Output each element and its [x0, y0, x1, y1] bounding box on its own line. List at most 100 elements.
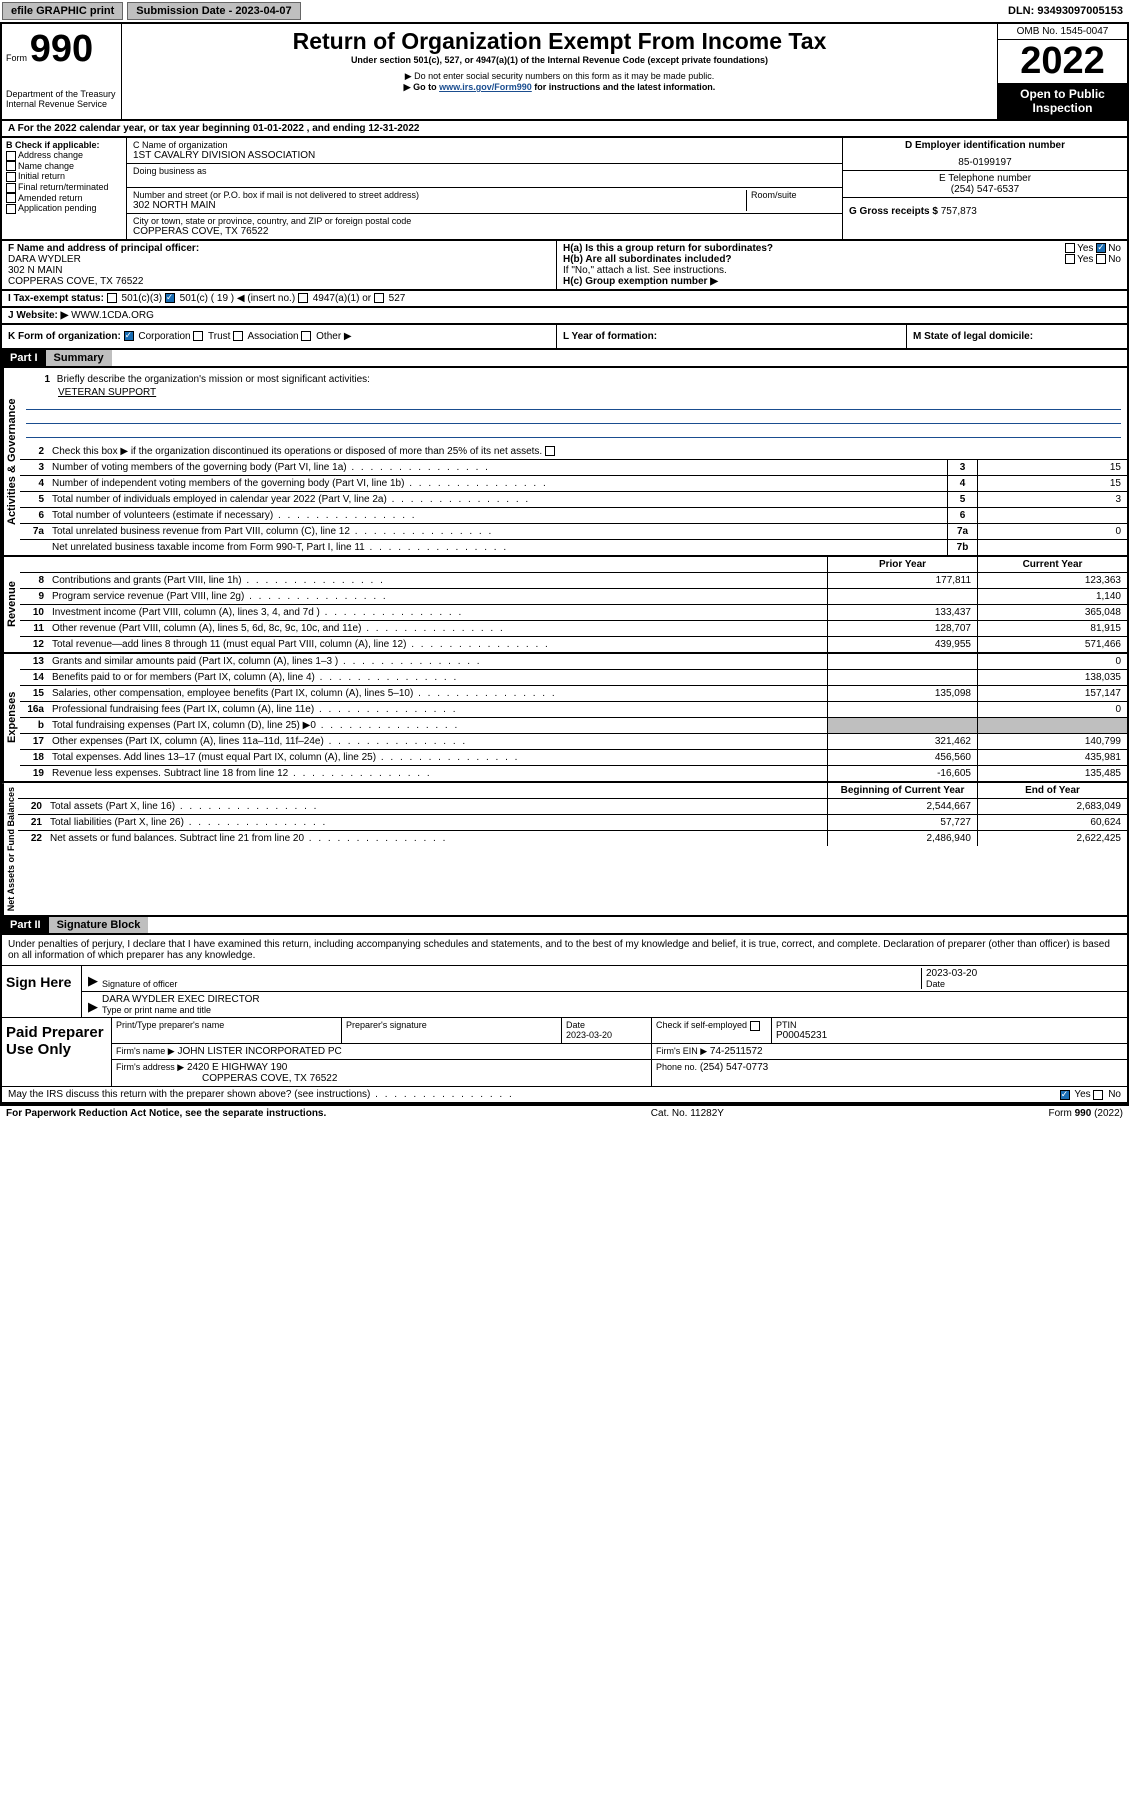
prep-date-label: Date	[566, 1020, 647, 1030]
cb-name-change[interactable]: Name change	[6, 161, 122, 172]
i-4947[interactable]	[298, 293, 308, 303]
i-501c3[interactable]	[107, 293, 117, 303]
arrow-icon: ▶	[88, 999, 102, 1015]
firm-phone-value: (254) 547-0773	[700, 1062, 768, 1073]
beg-year-header: Beginning of Current Year	[827, 783, 977, 798]
hc-label: H(c) Group exemption number ▶	[563, 276, 1121, 287]
summary-line: 6Total number of volunteers (estimate if…	[20, 508, 1127, 524]
c-room-label: Room/suite	[746, 190, 836, 211]
summary-line: 19Revenue less expenses. Subtract line 1…	[20, 766, 1127, 781]
b-label: B Check if applicable:	[6, 140, 122, 150]
k-other[interactable]	[301, 331, 311, 341]
cb-initial-return[interactable]: Initial return	[6, 171, 122, 182]
e-phone-value: (254) 547-6537	[849, 184, 1121, 195]
cb-address-change[interactable]: Address change	[6, 150, 122, 161]
part2-header: Part IISignature Block	[0, 917, 1129, 935]
omb-number: OMB No. 1545-0047	[998, 24, 1127, 40]
discuss-no[interactable]	[1093, 1090, 1103, 1100]
d-ein-label: D Employer identification number	[849, 140, 1121, 151]
row-klm: K Form of organization: Corporation Trus…	[0, 325, 1129, 350]
cb-final-return[interactable]: Final return/terminated	[6, 182, 122, 193]
summary-line: 13Grants and similar amounts paid (Part …	[20, 654, 1127, 670]
summary-line: 5Total number of individuals employed in…	[20, 492, 1127, 508]
firm-name-value: JOHN LISTER INCORPORATED PC	[177, 1046, 341, 1057]
form-subtitle: Under section 501(c), 527, or 4947(a)(1)…	[130, 55, 989, 65]
discuss-row: May the IRS discuss this return with the…	[2, 1086, 1127, 1102]
c-city-label: City or town, state or province, country…	[133, 216, 836, 226]
part1-header: Part ISummary	[0, 350, 1129, 368]
q1-label: Briefly describe the organization's miss…	[57, 374, 370, 385]
prep-check-label: Check if self-employed	[656, 1020, 767, 1031]
c-street-value: 302 NORTH MAIN	[133, 200, 746, 211]
summary-line: 10Investment income (Part VIII, column (…	[20, 605, 1127, 621]
i-label: I Tax-exempt status:	[8, 293, 104, 304]
f-city: COPPERAS COVE, TX 76522	[8, 276, 550, 287]
form-title: Return of Organization Exempt From Incom…	[130, 28, 989, 55]
hb-yes[interactable]	[1065, 254, 1075, 264]
discuss-yes[interactable]	[1060, 1090, 1070, 1100]
firm-name-label: Firm's name ▶	[116, 1046, 175, 1056]
dln-field: DLN: 93493097005153	[1008, 5, 1123, 17]
prep-date-value: 2023-03-20	[566, 1030, 647, 1040]
i-501c[interactable]	[165, 293, 175, 303]
l-year-formation: L Year of formation:	[557, 325, 907, 348]
page-footer: For Paperwork Reduction Act Notice, see …	[0, 1104, 1129, 1121]
efile-print-button[interactable]: efile GRAPHIC print	[2, 2, 123, 20]
c-dba-label: Doing business as	[133, 166, 836, 176]
summary-line: 17Other expenses (Part IX, column (A), l…	[20, 734, 1127, 750]
summary-line: 21Total liabilities (Part X, line 26)57,…	[18, 815, 1127, 831]
mission-text: VETERAN SUPPORT	[26, 387, 156, 398]
j-website: WWW.1CDA.ORG	[71, 310, 154, 321]
summary-line: 4Number of independent voting members of…	[20, 476, 1127, 492]
sig-officer-label: Signature of officer	[102, 979, 921, 989]
f-street: 302 N MAIN	[8, 265, 550, 276]
firm-addr1: 2420 E HIGHWAY 190	[187, 1062, 287, 1073]
note-ssn: ▶ Do not enter social security numbers o…	[130, 71, 989, 82]
f-name: DARA WYDLER	[8, 254, 550, 265]
sig-date-label: Date	[926, 979, 1121, 989]
j-label: J Website: ▶	[8, 310, 68, 321]
ha-yes[interactable]	[1065, 243, 1075, 253]
e-phone-label: E Telephone number	[849, 173, 1121, 184]
q2-checkbox[interactable]	[545, 446, 555, 456]
summary-line: 12Total revenue—add lines 8 through 11 (…	[20, 637, 1127, 652]
k-label: K Form of organization:	[8, 331, 121, 342]
k-trust[interactable]	[193, 331, 203, 341]
row-a-period: A For the 2022 calendar year, or tax yea…	[0, 121, 1129, 138]
revenue-section: Revenue Prior Year Current Year 8Contrib…	[0, 557, 1129, 654]
firm-addr2: COPPERAS COVE, TX 76522	[116, 1073, 647, 1084]
irs-link[interactable]: www.irs.gov/Form990	[439, 82, 532, 92]
cb-amended[interactable]: Amended return	[6, 193, 122, 204]
self-employed-checkbox[interactable]	[750, 1021, 760, 1031]
arrow-icon: ▶	[88, 973, 102, 989]
f-label: F Name and address of principal officer:	[8, 243, 550, 254]
hb-row: H(b) Are all subordinates included? Yes …	[563, 254, 1121, 265]
summary-line: 7aTotal unrelated business revenue from …	[20, 524, 1127, 540]
perjury-declaration: Under penalties of perjury, I declare th…	[2, 935, 1127, 965]
prior-year-header: Prior Year	[827, 557, 977, 572]
prep-name-label: Print/Type preparer's name	[116, 1020, 337, 1030]
form-number: 990	[30, 28, 93, 70]
tax-year: 2022	[998, 40, 1127, 83]
c-street-label: Number and street (or P.O. box if mail i…	[133, 190, 746, 200]
k-corp[interactable]	[124, 331, 134, 341]
public-inspection-badge: Open to Public Inspection	[998, 83, 1127, 119]
ha-no[interactable]	[1096, 243, 1106, 253]
summary-line: 11Other revenue (Part VIII, column (A), …	[20, 621, 1127, 637]
d-ein-value: 85-0199197	[849, 157, 1121, 168]
summary-line: 22Net assets or fund balances. Subtract …	[18, 831, 1127, 846]
firm-phone-label: Phone no.	[656, 1062, 697, 1072]
k-assoc[interactable]	[233, 331, 243, 341]
ptin-label: PTIN	[776, 1020, 1123, 1030]
hb-no[interactable]	[1096, 254, 1106, 264]
footer-right: Form 990 (2022)	[1049, 1108, 1123, 1119]
type-name-label: Type or print name and title	[102, 1005, 1121, 1015]
summary-line: Net unrelated business taxable income fr…	[20, 540, 1127, 555]
expenses-section: Expenses 13Grants and similar amounts pa…	[0, 654, 1129, 783]
form-header: Form 990 Department of the Treasury Inte…	[0, 24, 1129, 121]
cb-app-pending[interactable]: Application pending	[6, 203, 122, 214]
ptin-value: P00045231	[776, 1030, 1123, 1041]
form-label: Form	[6, 53, 27, 63]
rev-label: Revenue	[2, 557, 20, 652]
i-527[interactable]	[374, 293, 384, 303]
